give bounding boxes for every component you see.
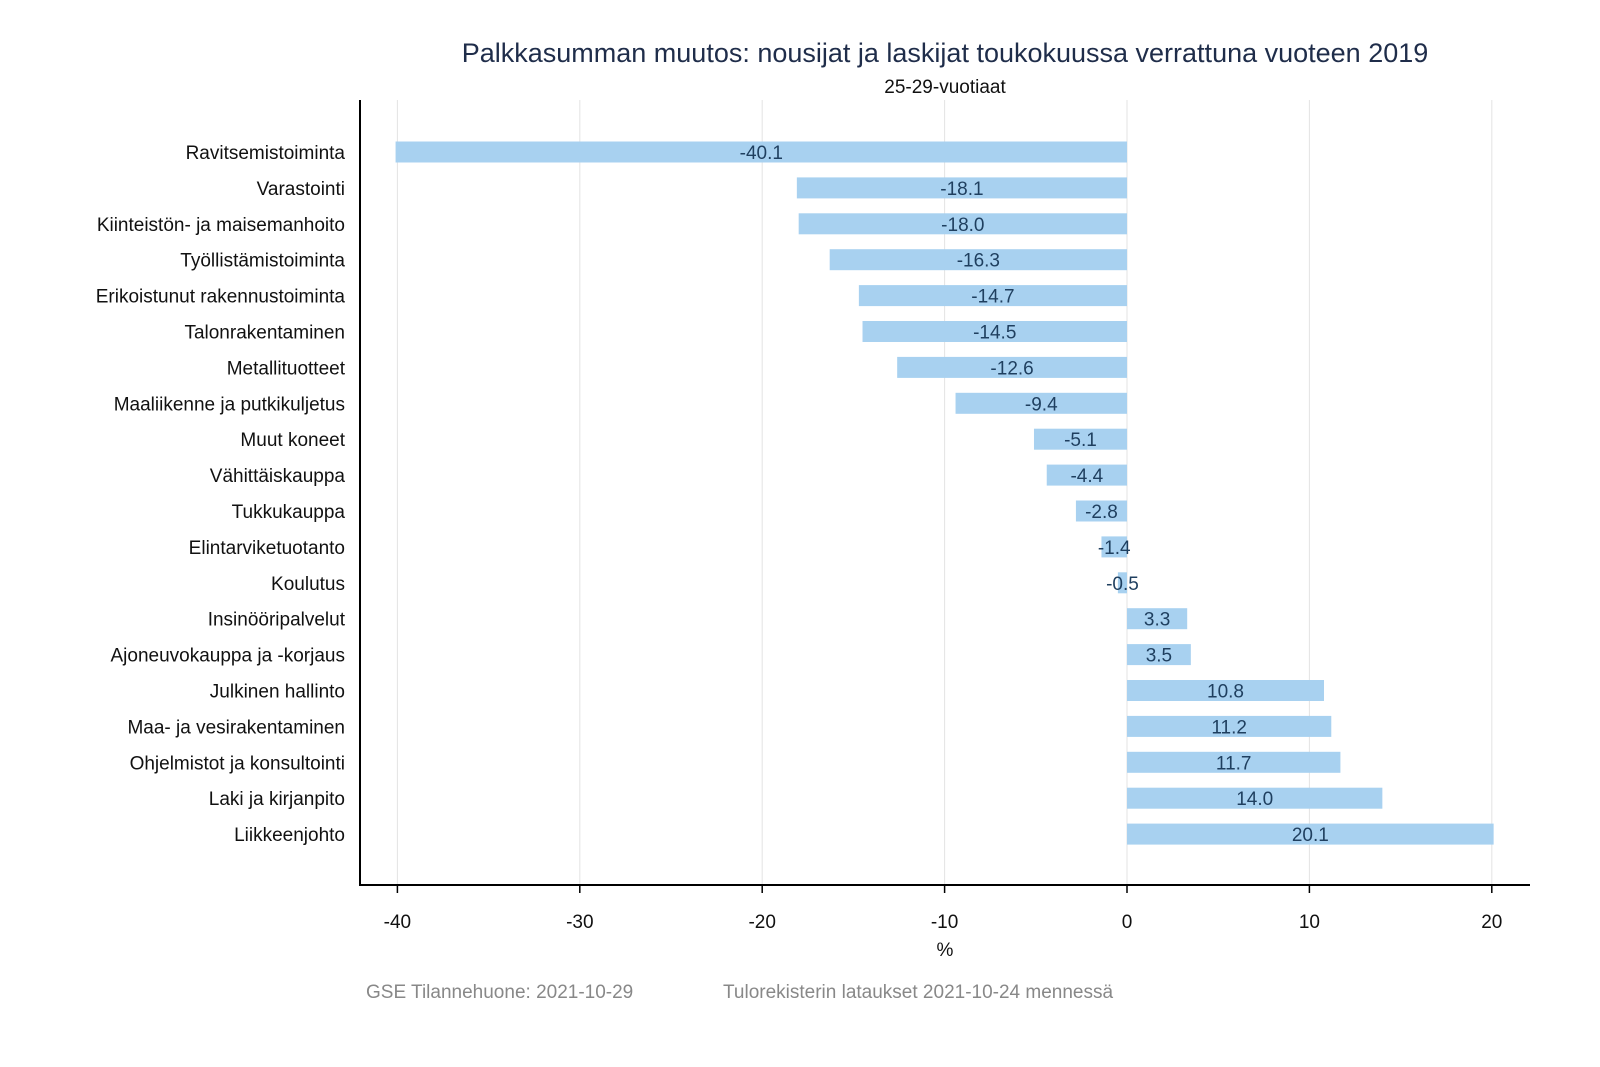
x-axis-label: % <box>937 940 954 961</box>
bar <box>796 177 1127 199</box>
data-label: -40.1 <box>740 143 783 164</box>
category-label: Elintarviketuotanto <box>189 538 345 559</box>
data-label: -14.7 <box>971 287 1014 308</box>
x-tick-label: 20 <box>1481 912 1502 933</box>
category-label: Vähittäiskauppa <box>210 466 346 487</box>
bar <box>1046 464 1127 486</box>
chart-title: Palkkasumman muutos: nousijat ja laskija… <box>462 38 1429 68</box>
data-label: -16.3 <box>957 251 1000 272</box>
data-label: -1.4 <box>1098 538 1131 559</box>
bar <box>1127 823 1494 845</box>
x-tick-label: -40 <box>384 912 411 933</box>
category-label: Ohjelmistot ja konsultointi <box>130 753 345 774</box>
data-label: -12.6 <box>990 358 1033 379</box>
bar <box>1033 428 1127 450</box>
bar <box>1127 787 1383 809</box>
data-label: -5.1 <box>1064 430 1097 451</box>
category-label: Kiinteistön- ja maisemanhoito <box>97 215 345 236</box>
bar <box>395 141 1127 163</box>
x-tick-label: 0 <box>1122 912 1133 933</box>
bar <box>862 321 1127 342</box>
category-label: Maa- ja vesirakentaminen <box>127 717 345 738</box>
data-label: 10.8 <box>1207 682 1244 703</box>
category-label: Koulutus <box>271 574 345 595</box>
bar <box>1101 536 1127 558</box>
category-label: Ravitsemistoiminta <box>186 143 346 164</box>
bar <box>1127 644 1191 666</box>
category-label: Erikoistunut rakennustoiminta <box>96 287 346 308</box>
category-label: Maaliikenne ja putkikuljetus <box>114 394 345 415</box>
data-label: -2.8 <box>1085 502 1118 523</box>
category-label: Liikkeenjohto <box>234 825 345 846</box>
category-label: Laki ja kirjanpito <box>209 789 345 810</box>
category-label: Ajoneuvokauppa ja -korjaus <box>111 646 346 667</box>
data-label: 3.3 <box>1144 610 1170 631</box>
data-label: 11.7 <box>1216 753 1252 774</box>
data-label: 3.5 <box>1146 646 1172 667</box>
footer-source: GSE Tilannehuone: 2021-10-29 <box>366 982 633 1003</box>
category-label: Talonrakentaminen <box>184 323 345 344</box>
data-label: 20.1 <box>1292 825 1329 846</box>
footer-note: Tulorekisterin lataukset 2021-10-24 menn… <box>723 982 1113 1003</box>
category-label: Varastointi <box>257 179 345 200</box>
bar <box>858 285 1127 307</box>
x-tick-label: -30 <box>566 912 593 933</box>
x-tick-label: 10 <box>1299 912 1320 933</box>
category-label: Julkinen hallinto <box>210 682 345 703</box>
data-label: 14.0 <box>1236 789 1273 810</box>
category-label: Työllistämistoiminta <box>180 251 345 272</box>
bar <box>829 249 1127 271</box>
data-label: -18.0 <box>941 215 984 236</box>
data-label: -18.1 <box>940 179 983 200</box>
bar <box>798 213 1127 235</box>
bar <box>955 392 1127 414</box>
category-label: Tukkukauppa <box>232 502 346 523</box>
bar <box>1127 715 1332 737</box>
data-label: -4.4 <box>1070 466 1103 487</box>
category-label: Insinööripalvelut <box>208 610 346 631</box>
data-label: -9.4 <box>1025 394 1058 415</box>
bar <box>897 356 1127 378</box>
x-tick-label: -10 <box>931 912 958 933</box>
bar <box>1117 572 1127 594</box>
chart-subtitle: 25-29-vuotiaat <box>884 77 1006 98</box>
data-label: 11.2 <box>1211 717 1247 738</box>
data-label: -0.5 <box>1106 574 1139 595</box>
data-label: -14.5 <box>973 323 1016 344</box>
bar <box>1127 608 1188 630</box>
bar <box>1127 680 1324 701</box>
bar <box>1127 751 1341 773</box>
bar <box>1075 500 1127 522</box>
x-tick-label: -20 <box>748 912 775 933</box>
category-label: Metallituotteet <box>227 358 346 379</box>
category-label: Muut koneet <box>240 430 345 451</box>
